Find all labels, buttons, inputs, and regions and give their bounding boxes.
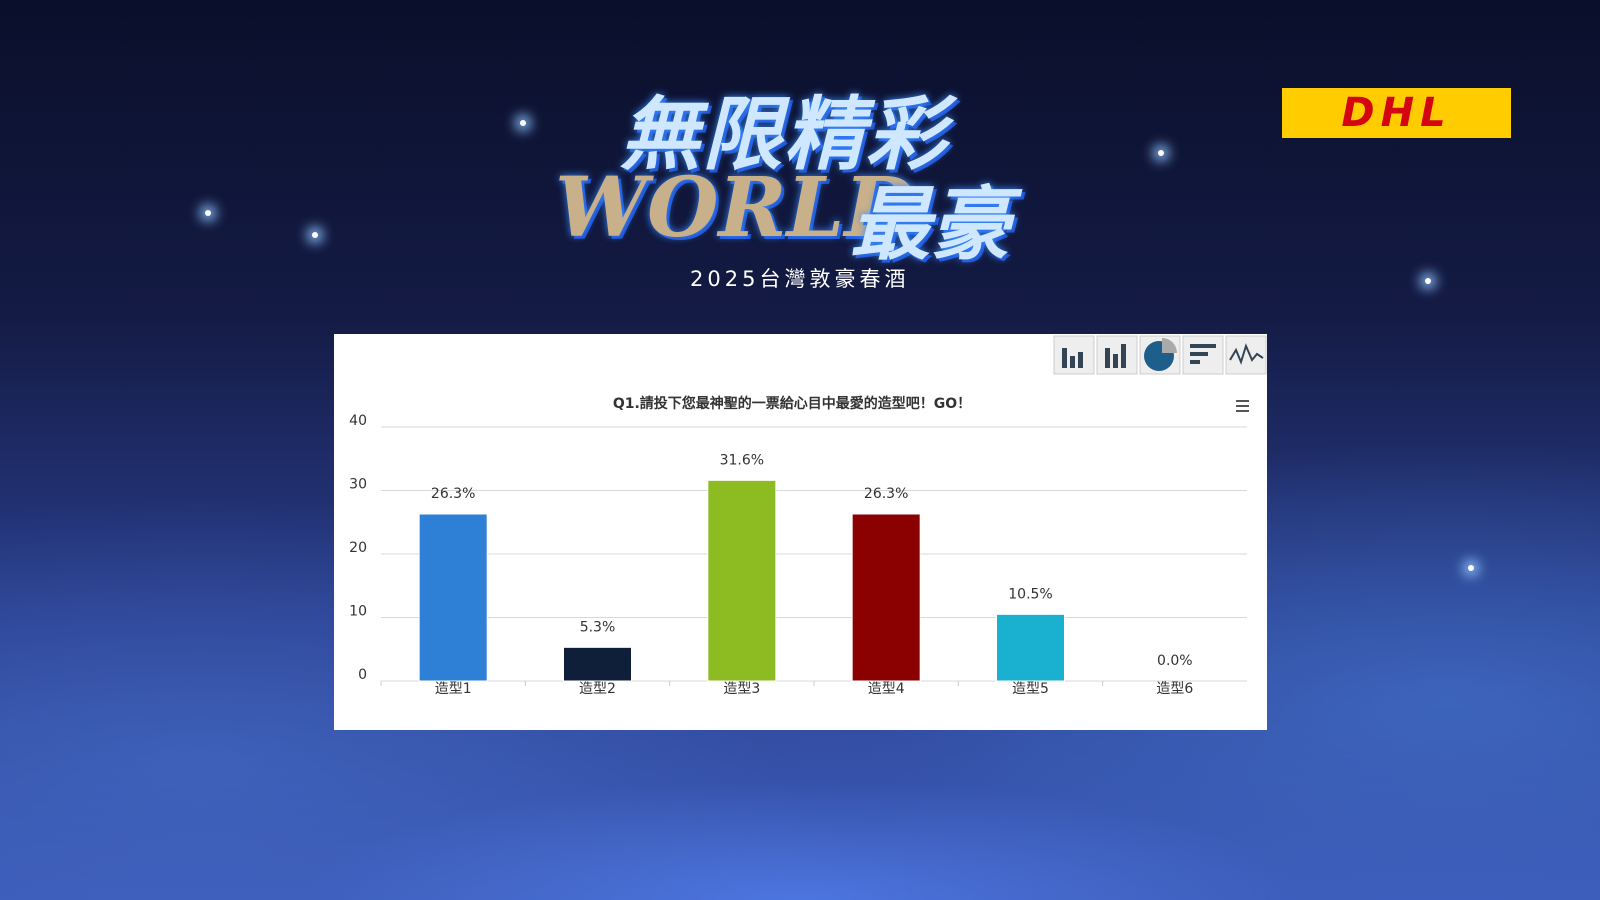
x-tick-label: 造型6 xyxy=(1156,681,1193,697)
chart-panel: Q1.請投下您最神聖的一票給心目中最愛的造型吧！GO！ 0 10 20 30 40 造型1… xyxy=(334,334,1267,730)
bar xyxy=(418,513,488,682)
bar xyxy=(707,479,777,682)
data-label: 10.5% xyxy=(1008,586,1052,602)
logo: DHL xyxy=(1282,88,1511,138)
star xyxy=(520,120,526,126)
bar-chart-button[interactable] xyxy=(1053,335,1095,375)
x-tick-label: 造型4 xyxy=(868,681,905,697)
event-subtitle: 2025台灣敦豪春酒 xyxy=(690,267,910,291)
data-label: 0.0% xyxy=(1157,653,1193,669)
bar xyxy=(563,646,632,682)
y-tick-label: 20 xyxy=(349,540,367,556)
stacked-chart-button[interactable] xyxy=(1096,335,1138,375)
bar xyxy=(851,513,921,682)
event-title: 最豪 xyxy=(850,178,1010,271)
x-tick-label: 造型3 xyxy=(723,681,760,697)
star xyxy=(1158,150,1164,156)
bar xyxy=(996,613,1065,682)
toolbar xyxy=(1053,335,1267,375)
star xyxy=(1468,565,1474,571)
star xyxy=(1425,278,1431,284)
chart: Q1.請投下您最神聖的一票給心目中最愛的造型吧！GO！ 0 10 20 30 40 造型1… xyxy=(349,335,1267,697)
y-tick-label: 40 xyxy=(349,413,367,429)
horizontal-bar-button[interactable] xyxy=(1182,335,1224,375)
menu-button[interactable] xyxy=(1229,396,1257,416)
data-label: 5.3% xyxy=(580,619,616,635)
y-tick-label: 10 xyxy=(349,604,367,620)
data-label: 26.3% xyxy=(864,486,908,502)
star xyxy=(312,232,318,238)
y-tick-label: 30 xyxy=(349,477,367,493)
pie-chart-button[interactable] xyxy=(1139,335,1181,375)
star xyxy=(205,210,211,216)
chart-title: Q1.請投下您最神聖的一票給心目中最愛的造型吧！GO！ xyxy=(613,395,971,412)
line-chart-button[interactable] xyxy=(1225,335,1267,375)
data-label: 26.3% xyxy=(431,486,475,502)
x-tick-label: 造型2 xyxy=(579,681,616,697)
event-title: 無限精彩 xyxy=(620,88,948,181)
y-tick-label: 0 xyxy=(358,667,367,683)
event-title-world: WORLD xyxy=(555,160,916,256)
data-label: 31.6% xyxy=(720,452,764,468)
x-tick-label: 造型1 xyxy=(435,681,472,697)
x-tick-label: 造型5 xyxy=(1012,681,1049,697)
